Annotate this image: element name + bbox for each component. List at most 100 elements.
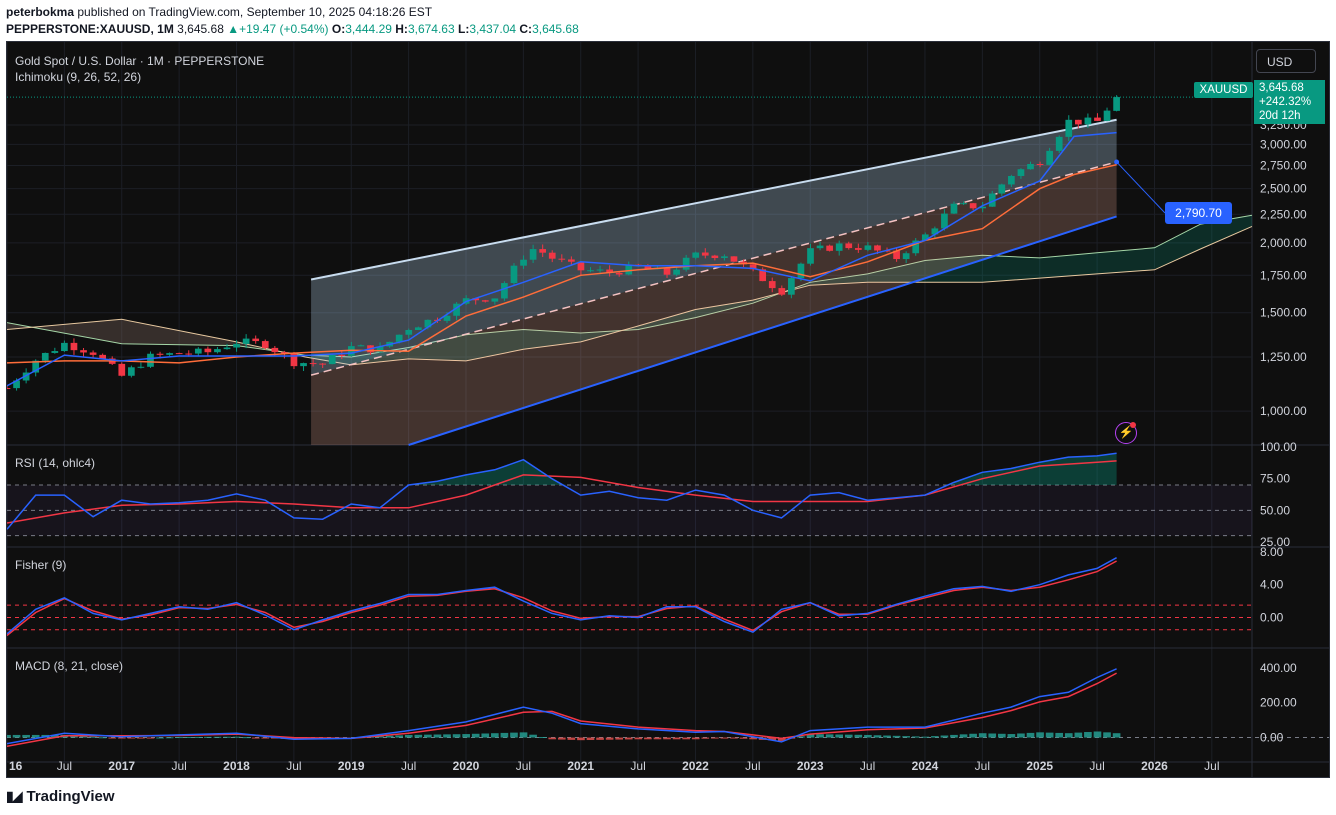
macd-histogram-bar: [777, 737, 786, 741]
ichimoku-cloud-bearish: [7, 319, 306, 357]
rsi-tick-label: 75.00: [1260, 472, 1290, 486]
macd-histogram-bar: [98, 737, 107, 739]
candle-body: [242, 338, 250, 344]
time-tick-label: Jul: [630, 759, 645, 773]
macd-histogram-bar: [663, 737, 671, 740]
candle-body: [711, 255, 719, 259]
up-arrow-icon: ▲: [227, 22, 240, 36]
macd-histogram-bar: [232, 736, 241, 738]
candle-body: [826, 245, 833, 251]
candle-body: [357, 345, 365, 347]
macd-histogram-bar: [261, 737, 270, 739]
macd-histogram-bar: [1112, 733, 1121, 738]
channel-lower-fill: [311, 161, 1117, 445]
rsi-legend[interactable]: RSI (14, ohlc4): [15, 456, 96, 470]
channel-annotation-label[interactable]: 2,790.70: [1165, 202, 1232, 224]
currency-button[interactable]: USD: [1256, 49, 1316, 73]
macd-histogram-bar: [175, 737, 184, 739]
candle-body: [51, 351, 59, 353]
brand-name: TradingView: [26, 788, 115, 805]
candle-body: [778, 288, 786, 295]
candle-body: [845, 243, 853, 249]
macd-histogram-bar: [117, 737, 126, 739]
macd-histogram-bar: [433, 734, 442, 738]
macd-histogram-bar: [1093, 731, 1102, 738]
rsi-tick-label: 50.00: [1260, 503, 1290, 517]
candle-body: [137, 366, 145, 368]
macd-histogram-bar: [1064, 733, 1073, 738]
candle-body: [281, 352, 288, 354]
candle-body: [1008, 175, 1015, 185]
candle-body: [7, 388, 11, 390]
macd-histogram-bar: [538, 737, 547, 739]
macd-histogram-bar: [978, 733, 987, 738]
candle-body: [481, 300, 489, 302]
lightning-alert-icon[interactable]: ⚡: [1115, 422, 1137, 444]
macd-histogram-bar: [711, 737, 719, 739]
macd-histogram-bar: [31, 734, 40, 738]
macd-histogram-bar: [213, 736, 222, 738]
macd-histogram-bar: [969, 733, 977, 738]
macd-histogram-bar: [940, 735, 949, 738]
candle-body: [1113, 97, 1120, 111]
candle-body: [788, 278, 795, 295]
candle-body: [453, 303, 460, 316]
footer: ▮◢ TradingView: [0, 778, 1336, 815]
macd-line: [7, 668, 1117, 745]
candle-body: [912, 240, 920, 254]
time-tick-label: 2025: [1026, 759, 1053, 773]
macd-histogram-bar: [644, 737, 652, 740]
macd-histogram-bar: [873, 735, 882, 738]
candle-body: [854, 248, 862, 250]
tradingview-logo[interactable]: ▮◢ TradingView: [6, 788, 115, 805]
macd-histogram-bar: [749, 737, 757, 740]
time-tick-label: Jul: [975, 759, 990, 773]
low-value: 3,437.04: [469, 22, 517, 36]
candle-body: [32, 360, 40, 373]
candle-body: [520, 259, 527, 266]
macd-histogram-bar: [624, 737, 633, 740]
time-tick-label: Jul: [57, 759, 72, 773]
macd-histogram-bar: [1084, 732, 1092, 738]
macd-legend[interactable]: MACD (8, 21, close): [15, 659, 124, 673]
chart-canvas[interactable]: 3,250.003,000.002,750.002,500.002,250.00…: [7, 42, 1330, 778]
macd-histogram-bar: [959, 734, 968, 738]
candle-body: [414, 327, 422, 331]
candle-body: [395, 334, 403, 342]
macd-histogram-bar: [137, 737, 145, 739]
macd-histogram-bar: [577, 737, 585, 741]
high-value: 3,674.63: [407, 22, 455, 36]
macd-tick-label: 400.00: [1260, 661, 1297, 675]
channel-upper-fill: [311, 119, 1117, 376]
author-name[interactable]: peterbokma: [6, 5, 75, 19]
macd-histogram-bar: [414, 734, 423, 738]
time-tick-label: Jul: [1204, 759, 1219, 773]
fisher-tick-label: 4.00: [1260, 578, 1284, 592]
price-tick-label: 1,250.00: [1260, 350, 1307, 364]
candle-body: [529, 249, 537, 260]
macd-histogram-bar: [519, 732, 528, 738]
annotation-leader: [1116, 161, 1166, 214]
candle-body: [644, 265, 652, 270]
candle-body: [835, 243, 843, 251]
macd-histogram-bar: [376, 736, 384, 738]
fisher-legend[interactable]: Fisher (9): [15, 558, 67, 572]
ichimoku-base-line: [7, 163, 1117, 364]
rsi-tick-label: 100.00: [1260, 440, 1297, 454]
alert-dot-icon: [1130, 422, 1136, 428]
candle-body: [548, 252, 556, 259]
macd-histogram-bar: [835, 734, 844, 738]
candle-body: [874, 245, 881, 251]
macd-histogram-bar: [500, 732, 509, 738]
time-tick-label: 2021: [567, 759, 594, 773]
candle-body: [950, 203, 958, 214]
close-label: C:: [519, 22, 533, 36]
publish-line: peterbokma published on TradingView.com,…: [6, 5, 432, 19]
candle-body: [558, 258, 566, 260]
ichimoku-legend[interactable]: Ichimoku (9, 26, 52, 26): [15, 70, 142, 84]
candle-body: [13, 380, 20, 389]
candle-body: [663, 267, 671, 275]
chart-area[interactable]: 3,250.00 3,000.00 2,750.00 2,500.00 2,250.00…: [6, 41, 1330, 778]
candle-body: [979, 206, 987, 209]
macd-histogram-bar: [911, 736, 920, 738]
